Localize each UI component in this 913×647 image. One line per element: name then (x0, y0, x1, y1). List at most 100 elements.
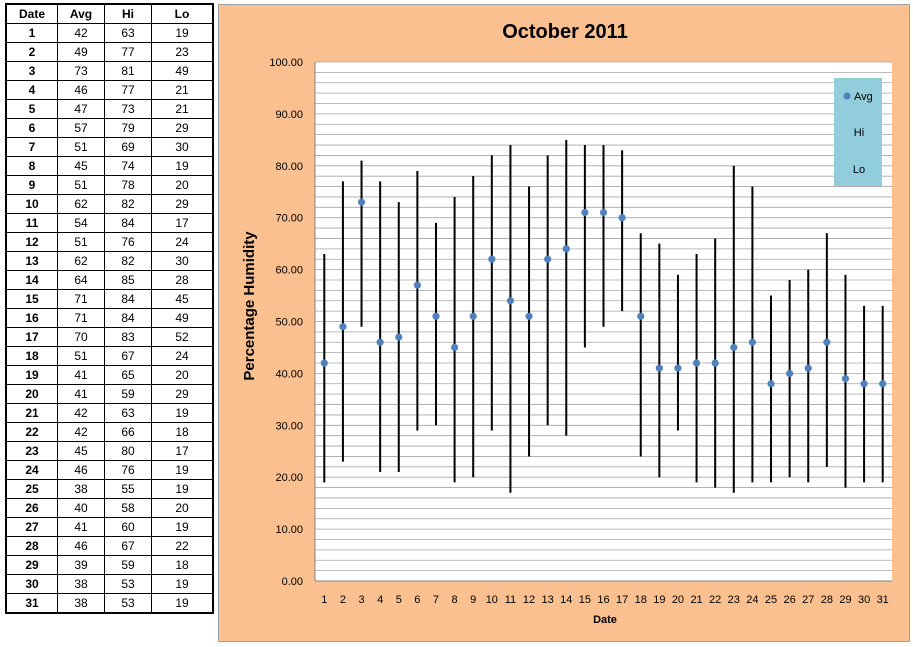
lo-cell: 21 (151, 99, 214, 119)
legend-avg-label: Avg (854, 91, 873, 103)
x-tick-label: 14 (560, 594, 572, 606)
avg-cell: 46 (57, 536, 105, 556)
legend-box (834, 78, 882, 186)
avg-cell: 49 (57, 42, 105, 62)
date-cell: 4 (5, 80, 58, 100)
avg-point (730, 343, 738, 352)
avg-cell: 38 (57, 479, 105, 499)
table-row: 24 46 76 19 (5, 460, 214, 480)
hi-cell: 84 (104, 308, 152, 328)
y-tick-label: 10.00 (275, 524, 303, 536)
date-cell: 9 (5, 175, 58, 195)
x-tick-label: 19 (653, 594, 665, 606)
chart-title: October 2011 (502, 21, 628, 43)
table-header-row: Date Avg Hi Lo (5, 3, 214, 24)
avg-cell: 57 (57, 118, 105, 138)
date-cell: 13 (5, 251, 58, 271)
hi-cell: 76 (104, 232, 152, 252)
avg-cell: 38 (57, 574, 105, 594)
hi-cell: 79 (104, 118, 152, 138)
avg-cell: 51 (57, 175, 105, 195)
hi-cell: 55 (104, 479, 152, 499)
date-cell: 17 (5, 327, 58, 347)
table-row: 4 46 77 21 (5, 80, 214, 100)
avg-point (469, 312, 477, 320)
avg-point (320, 359, 328, 367)
avg-cell: 38 (57, 593, 105, 614)
x-tick-label: 11 (505, 594, 516, 606)
avg-cell: 54 (57, 213, 105, 233)
table-row: 23 45 80 17 (5, 441, 214, 461)
hi-cell: 67 (104, 536, 152, 556)
table-row: 25 38 55 19 (5, 479, 214, 499)
lo-cell: 20 (151, 498, 214, 518)
x-tick-label: 25 (765, 594, 777, 606)
x-tick-label: 24 (746, 594, 758, 606)
table-row: 27 41 60 19 (5, 517, 214, 537)
table-row: 16 71 84 49 (5, 308, 214, 328)
y-tick-label: 0.00 (282, 576, 303, 588)
y-tick-labels: 0.00 10.00 20.00 30.00 40.00 50.00 60.00 70.00 8… (269, 57, 303, 588)
hi-cell: 84 (104, 289, 152, 309)
y-tick-label: 30.00 (275, 420, 303, 432)
avg-point (395, 333, 403, 341)
avg-point (339, 323, 347, 331)
date-cell: 18 (5, 346, 58, 366)
lo-cell: 49 (151, 308, 214, 328)
table-row: 30 38 53 19 (5, 574, 214, 594)
avg-point (655, 364, 663, 372)
hi-cell: 69 (104, 137, 152, 157)
avg-cell: 41 (57, 384, 105, 404)
lo-cell: 23 (151, 42, 214, 62)
date-cell: 20 (5, 384, 58, 404)
avg-cell: 40 (57, 498, 105, 518)
table-row: 12 51 76 24 (5, 232, 214, 252)
x-tick-label: 17 (616, 594, 628, 606)
hi-cell: 53 (104, 574, 152, 594)
hi-cell: 60 (104, 517, 152, 537)
hi-cell: 65 (104, 365, 152, 385)
date-cell: 1 (5, 23, 58, 43)
header-lo: Lo (151, 3, 214, 24)
x-tick-label: 16 (597, 594, 609, 606)
lo-cell: 49 (151, 61, 214, 81)
hi-cell: 82 (104, 251, 152, 271)
hi-cell: 84 (104, 213, 152, 233)
avg-cell: 42 (57, 422, 105, 442)
table-row: 1 42 63 19 (5, 23, 214, 43)
avg-point (711, 359, 719, 367)
avg-point (823, 338, 831, 346)
avg-point (748, 338, 757, 346)
avg-point (581, 208, 589, 217)
table-row: 28 46 67 22 (5, 536, 214, 556)
avg-point (692, 359, 701, 367)
avg-cell: 46 (57, 460, 105, 480)
avg-point (376, 338, 384, 346)
lo-cell: 19 (151, 593, 214, 614)
y-tick-label: 70.00 (275, 213, 303, 225)
avg-cell: 46 (57, 80, 105, 100)
table-row: 19 41 65 20 (5, 365, 214, 385)
x-tick-label: 9 (470, 594, 476, 606)
avg-point (488, 255, 496, 263)
date-cell: 27 (5, 517, 58, 537)
lo-cell: 17 (151, 441, 214, 461)
hi-cell: 85 (104, 270, 152, 290)
x-tick-label: 26 (784, 594, 796, 606)
date-cell: 21 (5, 403, 58, 423)
x-tick-label: 23 (728, 594, 740, 606)
legend-hi-label: Hi (854, 127, 864, 139)
lo-cell: 21 (151, 80, 214, 100)
lo-cell: 20 (151, 175, 214, 195)
date-cell: 5 (5, 99, 58, 119)
avg-point (860, 380, 868, 388)
avg-cell: 45 (57, 441, 105, 461)
hi-cell: 82 (104, 194, 152, 214)
avg-point (767, 380, 775, 388)
x-tick-label: 27 (802, 594, 814, 606)
hi-cell: 76 (104, 460, 152, 480)
x-tick-label: 29 (839, 594, 851, 606)
x-tick-label: 13 (542, 594, 554, 606)
lo-cell: 17 (151, 213, 214, 233)
date-cell: 7 (5, 137, 58, 157)
